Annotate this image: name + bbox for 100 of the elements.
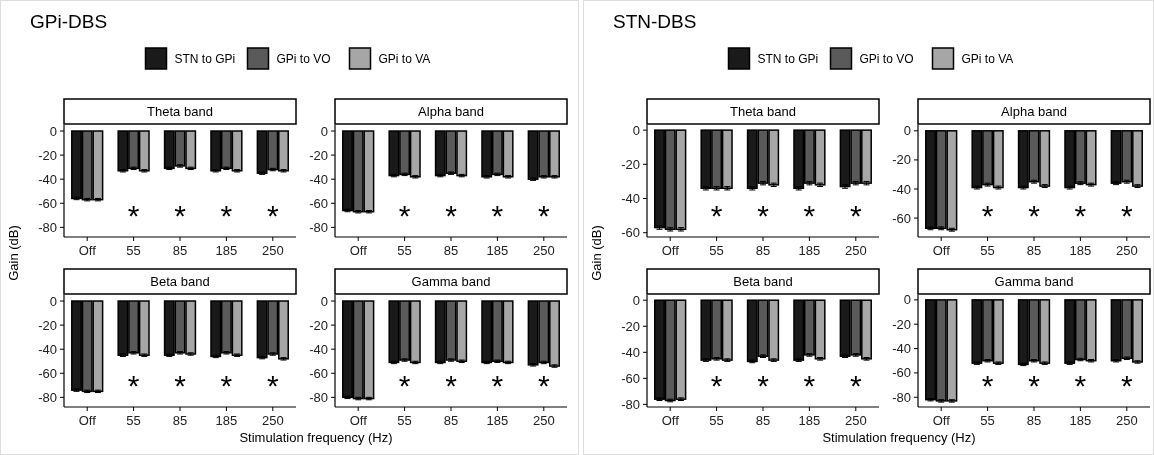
y-tick-label: -60 bbox=[309, 365, 328, 381]
y-tick-label: -80 bbox=[38, 389, 57, 405]
annotation: * bbox=[849, 369, 862, 403]
chart-subtitle: Gamma band bbox=[994, 274, 1074, 289]
y-axis-title: Gain (dB) bbox=[6, 225, 21, 281]
legend-label: GPi to VO bbox=[276, 52, 331, 66]
annotation: * bbox=[398, 369, 411, 403]
annotation: * bbox=[757, 199, 770, 233]
x-tick-label: 185 bbox=[215, 413, 238, 428]
x-tick-label: 250 bbox=[844, 243, 867, 258]
x-tick-label: 55 bbox=[126, 413, 141, 428]
x-tick-label: 185 bbox=[486, 413, 509, 428]
chart-subtitle: Theta band bbox=[147, 104, 213, 119]
y-tick-label: -40 bbox=[621, 344, 640, 360]
chart-subtitle: Alpha band bbox=[418, 104, 484, 119]
y-tick-label: -80 bbox=[309, 389, 328, 405]
y-tick-label: -40 bbox=[309, 171, 328, 187]
x-tick-label: 85 bbox=[443, 413, 459, 428]
legend-label: STN to GPi bbox=[757, 52, 819, 66]
annotation: * bbox=[757, 369, 770, 403]
chart-subtitle: Beta band bbox=[150, 274, 210, 289]
x-tick-label: 250 bbox=[844, 413, 867, 428]
annotation: * bbox=[445, 369, 458, 403]
x-tick-label: 55 bbox=[397, 413, 412, 428]
y-tick-label: 0 bbox=[49, 293, 57, 309]
y-tick-label: -60 bbox=[892, 210, 911, 226]
y-tick-label: -40 bbox=[892, 181, 911, 197]
annotation: * bbox=[266, 199, 279, 233]
annotation: * bbox=[803, 199, 816, 233]
x-tick-label: 185 bbox=[1069, 413, 1092, 428]
y-tick-label: -80 bbox=[892, 389, 911, 405]
y-tick-label: -40 bbox=[309, 341, 328, 357]
x-tick-label: Off bbox=[349, 413, 368, 428]
x-tick-label: 185 bbox=[1069, 243, 1092, 258]
annotation: * bbox=[710, 199, 723, 233]
x-tick-label: 250 bbox=[261, 243, 284, 258]
chart-subtitle: Beta band bbox=[733, 274, 793, 289]
y-tick-label: -60 bbox=[38, 195, 57, 211]
x-tick-label: Off bbox=[932, 413, 951, 428]
y-tick-label: -60 bbox=[38, 365, 57, 381]
y-tick-label: -60 bbox=[621, 225, 640, 241]
legend-label: GPi to VA bbox=[961, 52, 1014, 66]
annotation: * bbox=[1120, 199, 1133, 233]
y-tick-label: -40 bbox=[621, 191, 640, 207]
y-tick-label: -20 bbox=[38, 317, 57, 333]
y-tick-label: -40 bbox=[38, 341, 57, 357]
annotation: * bbox=[127, 369, 140, 403]
annotation: * bbox=[445, 199, 458, 233]
chart-subtitle: Alpha band bbox=[1001, 104, 1067, 119]
x-tick-label: 250 bbox=[261, 413, 284, 428]
y-tick-label: -20 bbox=[38, 147, 57, 163]
y-tick-label: 0 bbox=[320, 123, 328, 139]
y-tick-label: -20 bbox=[621, 318, 640, 334]
annotation: * bbox=[710, 369, 723, 403]
x-tick-label: 185 bbox=[486, 243, 509, 258]
annotation: * bbox=[398, 199, 411, 233]
x-tick-label: 55 bbox=[397, 243, 412, 258]
annotation: * bbox=[1028, 369, 1041, 403]
y-axis-title: Gain (dB) bbox=[589, 225, 604, 281]
chart-subtitle: Theta band bbox=[730, 104, 796, 119]
annotation: * bbox=[220, 369, 233, 403]
annotation: * bbox=[1028, 199, 1041, 233]
y-tick-label: -40 bbox=[892, 341, 911, 357]
x-tick-label: 55 bbox=[980, 243, 995, 258]
y-tick-label: -20 bbox=[309, 317, 328, 333]
y-tick-label: 0 bbox=[320, 293, 328, 309]
annotation: * bbox=[1120, 369, 1133, 403]
x-tick-label: 55 bbox=[709, 413, 724, 428]
annotation: * bbox=[537, 369, 550, 403]
x-tick-label: Off bbox=[661, 243, 680, 258]
y-tick-label: -40 bbox=[38, 171, 57, 187]
annotation: * bbox=[981, 369, 994, 403]
x-tick-label: 55 bbox=[980, 413, 995, 428]
annotation: * bbox=[849, 199, 862, 233]
annotation: * bbox=[266, 369, 279, 403]
y-tick-label: -80 bbox=[309, 219, 328, 235]
annotation: * bbox=[220, 199, 233, 233]
annotation: * bbox=[1074, 369, 1087, 403]
y-tick-label: -80 bbox=[38, 219, 57, 235]
y-tick-label: -60 bbox=[621, 370, 640, 386]
y-tick-label: -60 bbox=[892, 365, 911, 381]
x-tick-label: 185 bbox=[798, 413, 821, 428]
annotation: * bbox=[981, 199, 994, 233]
x-tick-label: 85 bbox=[1026, 413, 1042, 428]
y-tick-label: -60 bbox=[309, 195, 328, 211]
x-tick-label: Off bbox=[78, 413, 97, 428]
legend-label: GPi to VA bbox=[378, 52, 431, 66]
x-tick-label: Off bbox=[661, 413, 680, 428]
y-tick-label: 0 bbox=[632, 292, 640, 308]
x-tick-label: 85 bbox=[172, 243, 188, 258]
x-tick-label: Off bbox=[932, 243, 951, 258]
y-tick-label: 0 bbox=[903, 292, 911, 308]
x-tick-label: Off bbox=[349, 243, 368, 258]
y-tick-label: -80 bbox=[621, 396, 640, 412]
x-tick-label: 185 bbox=[215, 243, 238, 258]
x-tick-label: 85 bbox=[1026, 243, 1042, 258]
x-axis-title: Stimulation frequency (Hz) bbox=[822, 430, 976, 445]
chart-subtitle: Gamma band bbox=[411, 274, 491, 289]
chart-title: STN-DBS bbox=[613, 11, 697, 32]
x-tick-label: 85 bbox=[443, 243, 459, 258]
